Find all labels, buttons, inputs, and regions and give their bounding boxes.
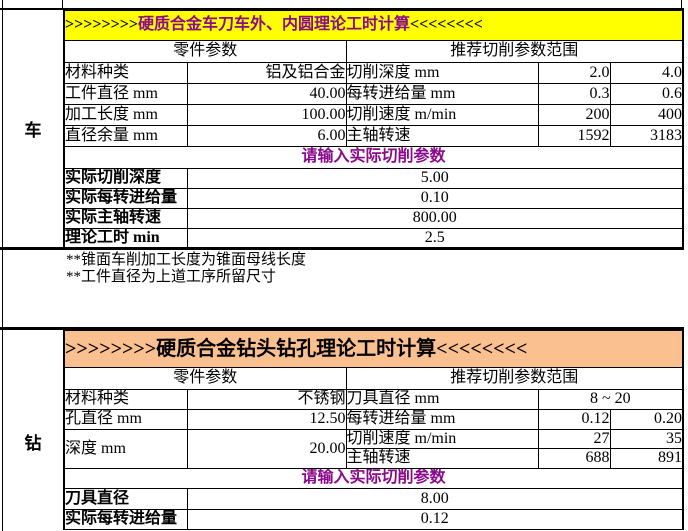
drill-actual-row: 实际每转进给量 0.12 [63,509,684,530]
workpiece-diameter-value-cell[interactable]: 40.00 [186,83,347,105]
lathe-data-row: 材料种类 铝及铝合金 切削深度 mm 2.0 4.0 [63,62,684,84]
rec-min-value-cell: 27 [537,429,611,449]
drill-title-row: >>>>>>>>硬质合金钻头钻孔理论工时计算<<<<<<<< [63,330,684,368]
drill-section-title-cell: >>>>>>>>硬质合金钻头钻孔理论工时计算<<<<<<<< [63,330,684,368]
title-prefix-arrows: >>>>>>>> [65,337,157,360]
rec-min-value-cell: 1592 [537,125,611,147]
section-divider-top [0,8,684,10]
grid-line-left [2,0,3,531]
rec-max-value-cell: 0.6 [609,83,684,105]
param-label-cell: 工件直径 mm [63,83,188,105]
rec-min-value-cell: 688 [537,448,611,469]
lathe-data-row: 工件直径 mm 40.00 每转进给量 mm 0.3 0.6 [63,83,684,105]
diameter-allowance-value-cell[interactable]: 6.00 [186,125,347,147]
part-params-header-cell: 零件参数 [63,40,347,63]
actual-feed-per-rev-value-cell[interactable]: 0.12 [186,509,684,530]
depth-value-cell[interactable]: 20.00 [186,429,347,469]
actual-label-cell: 实际切削深度 [63,168,188,189]
note-line: **锥面车削加工长度为锥面母线长度 [66,252,307,268]
title-prefix-arrows: >>>>>>>> [65,16,138,34]
rec-max-value-cell: 891 [609,448,684,469]
actual-spindle-speed-value-cell[interactable]: 800.00 [186,208,684,229]
lathe-actual-row: 实际主轴转速 800.00 [63,208,684,229]
section-divider-bottom [0,327,684,330]
actual-label-cell: 实际每转进给量 [63,509,188,530]
title-suffix-arrows: <<<<<<<< [409,16,483,34]
machining-length-value-cell[interactable]: 100.00 [186,104,347,126]
drill-data-row: 材料种类 不锈钢 刀具直径 mm 8 ~ 20 [63,389,684,410]
lathe-data-row: 直径余量 mm 6.00 主轴转速 1592 3183 [63,125,684,147]
drill-row-label-text: 钻 [24,434,42,453]
rec-max-value-cell: 35 [609,429,684,449]
param-label-cell: 材料种类 [63,389,188,410]
param-label-cell: 材料种类 [63,62,188,84]
rec-min-value-cell: 0.12 [537,409,611,430]
material-type-value-cell[interactable]: 不锈钢 [186,389,347,410]
lathe-header-row: 零件参数 推荐切削参数范围 [63,40,684,63]
grid-tick-top-right [681,0,682,9]
param-label-cell: 孔直径 mm [63,409,188,430]
hole-diameter-value-cell[interactable]: 12.50 [186,409,347,430]
actual-label-cell: 理论工时 min [63,228,188,249]
rec-label-cell: 每转进给量 mm [345,83,539,105]
actual-label-cell: 实际主轴转速 [63,208,188,229]
rec-min-value-cell: 0.3 [537,83,611,105]
rec-max-value-cell: 0.20 [609,409,684,430]
drill-prompt-row: 请输入实际切削参数 [63,468,684,489]
lathe-row-label-text: 车 [24,121,42,140]
lathe-prompt-row: 请输入实际切削参数 [63,146,684,169]
recommended-params-header-cell: 推荐切削参数范围 [345,367,684,390]
input-prompt-cell: 请输入实际切削参数 [63,146,684,169]
lathe-title-row: >>>>>>>>硬质合金车刀车外、内圆理论工时计算<<<<<<<< [63,10,684,41]
rec-label-cell: 切削深度 mm [345,62,539,84]
drill-data-row: 主轴转速 688 891 [64,448,684,469]
rec-label-cell: 刀具直径 mm [345,389,539,410]
theoretical-time-value-cell[interactable]: 2.5 [186,228,684,249]
param-label-cell: 直径余量 mm [63,125,188,147]
lathe-actual-row: 理论工时 min 2.5 [63,228,684,249]
lathe-section-table: >>>>>>>>硬质合金车刀车外、内圆理论工时计算<<<<<<<< 零件参数 推… [63,10,685,249]
lathe-actual-row: 实际切削深度 5.00 [63,168,684,189]
rec-label-cell: 主轴转速 [345,125,539,147]
lathe-section-title-cell: >>>>>>>>硬质合金车刀车外、内圆理论工时计算<<<<<<<< [63,10,684,41]
grid-tick-top-left [62,0,63,9]
drill-section-table: >>>>>>>>硬质合金钻头钻孔理论工时计算<<<<<<<< 零件参数 推荐切削… [63,330,685,530]
drill-data-row: 深度 mm 20.00 切削速度 m/min 27 35 [63,429,684,469]
recommended-params-header-cell: 推荐切削参数范围 [345,40,684,63]
note-line: **工件直径为上道工序所留尺寸 [66,269,277,285]
actual-label-cell: 实际每转进给量 [63,188,188,209]
title-suffix-arrows: <<<<<<<< [436,337,528,360]
rec-min-value-cell: 2.0 [537,62,611,84]
rec-label-cell: 每转进给量 mm [345,409,539,430]
rec-max-value-cell: 400 [609,104,684,126]
rec-label-cell: 切削速度 m/min [345,104,539,126]
param-label-cell: 深度 mm [63,429,188,469]
drill-row-label[interactable]: 钻 [2,330,63,531]
material-type-value-cell[interactable]: 铝及铝合金 [186,62,347,84]
drill-header-row: 零件参数 推荐切削参数范围 [63,367,684,390]
actual-label-cell: 刀具直径 [63,488,188,510]
rec-max-value-cell: 3183 [609,125,684,147]
drill-actual-row: 刀具直径 8.00 [63,488,684,510]
drill-title-text: 硬质合金钻头钻孔理论工时计算 [156,337,437,360]
lathe-title-text: 硬质合金车刀车外、内圆理论工时计算 [137,16,410,34]
input-prompt-cell: 请输入实际切削参数 [63,468,684,489]
rec-label-cell: 主轴转速 [345,448,539,469]
actual-feed-per-rev-value-cell[interactable]: 0.10 [186,188,684,209]
param-label-cell: 加工长度 mm [63,104,188,126]
lathe-actual-row: 实际每转进给量 0.10 [63,188,684,209]
actual-cut-depth-value-cell[interactable]: 5.00 [186,168,684,189]
tool-diameter-value-cell[interactable]: 8.00 [186,488,684,510]
lathe-data-row: 加工长度 mm 100.00 切削速度 m/min 200 400 [63,104,684,126]
drill-data-row: 孔直径 mm 12.50 每转进给量 mm 0.12 0.20 [63,409,684,430]
rec-min-value-cell: 200 [537,104,611,126]
rec-range-value-cell: 8 ~ 20 [537,389,684,410]
lathe-row-label[interactable]: 车 [2,10,63,247]
rec-label-cell: 切削速度 m/min [345,429,539,449]
part-params-header-cell: 零件参数 [63,367,347,390]
section-divider-middle [0,247,684,250]
rec-max-value-cell: 4.0 [609,62,684,84]
